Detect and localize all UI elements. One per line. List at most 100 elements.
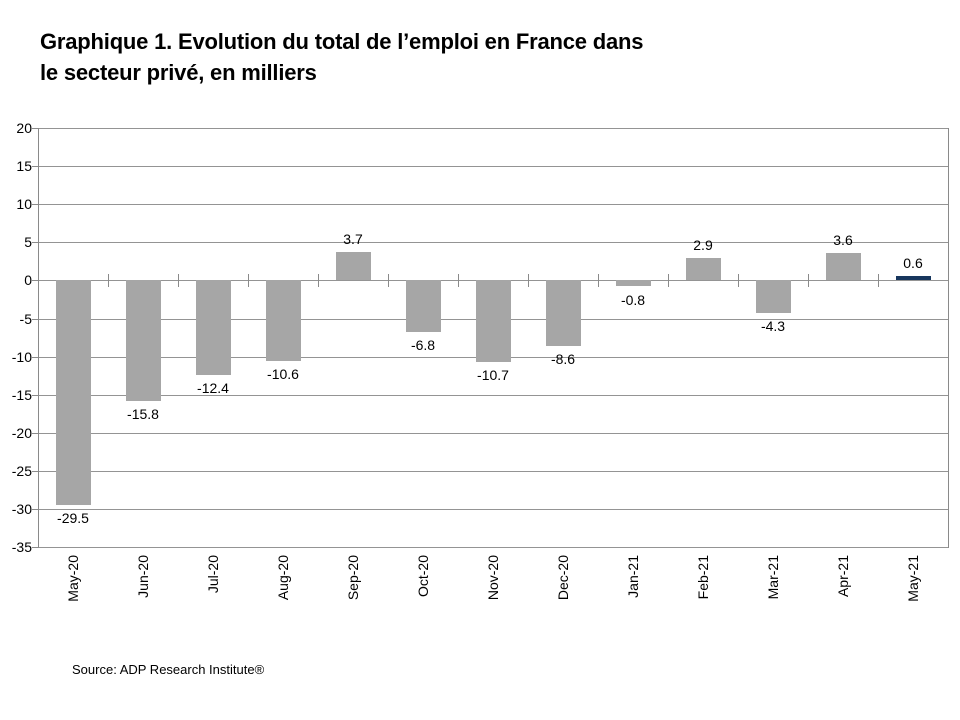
y-axis-tick (32, 128, 38, 129)
bar (125, 280, 161, 401)
y-axis-label: -15 (11, 386, 32, 403)
gridline (38, 166, 948, 168)
x-axis-label: Feb-21 (668, 555, 738, 631)
x-axis-label: Jun-20 (108, 555, 178, 631)
x-axis-tick (178, 274, 179, 288)
y-axis-tick (32, 432, 38, 434)
y-axis-tick (32, 394, 38, 396)
bar-value-label: -8.6 (550, 350, 576, 367)
bar (265, 280, 301, 362)
gridline (38, 547, 948, 548)
bar-value-label: -10.7 (477, 366, 509, 383)
x-axis-tick (738, 274, 739, 288)
bar (475, 280, 511, 362)
bar-value-label: 0.6 (903, 254, 923, 271)
y-axis-label: -5 (19, 310, 32, 327)
y-axis-tick (32, 166, 38, 168)
x-axis-label: Nov-20 (458, 555, 528, 631)
bar-value-label: 3.7 (343, 231, 363, 248)
bar (895, 275, 931, 281)
y-axis-tick (32, 204, 38, 206)
y-axis-line (38, 128, 39, 548)
y-axis-label: -20 (11, 424, 32, 441)
x-axis-tick (878, 274, 879, 288)
y-axis-tick (32, 508, 38, 510)
y-axis-label: 5 (24, 234, 32, 251)
x-axis-label: Jul-20 (178, 555, 248, 631)
x-axis-label: Mar-21 (738, 555, 808, 631)
y-axis-tick (32, 280, 38, 282)
x-axis-tick (248, 274, 249, 288)
x-axis-tick (808, 274, 809, 288)
x-axis-label-text: Oct-20 (415, 555, 431, 598)
y-axis-label: -25 (11, 462, 32, 479)
bar-value-label: -4.3 (760, 318, 786, 335)
x-axis-label: Apr-21 (808, 555, 878, 631)
y-axis-label: 0 (24, 272, 32, 289)
y-axis-label: -30 (11, 500, 32, 517)
x-axis-label-text: Aug-20 (275, 555, 291, 601)
x-axis-label: Dec-20 (528, 555, 598, 631)
bar-value-label: -29.5 (57, 510, 89, 527)
x-axis-label-text: May-20 (65, 555, 81, 602)
bar-value-label: 3.6 (833, 231, 853, 248)
bar (335, 252, 371, 281)
gridline (38, 204, 948, 206)
x-axis-label-text: Apr-21 (835, 555, 851, 598)
bar-value-label: -15.8 (127, 405, 159, 422)
x-axis-label: May-21 (878, 555, 948, 631)
bar (755, 280, 791, 314)
y-axis-label: 15 (16, 158, 32, 175)
y-axis-tick (32, 470, 38, 472)
bar-value-label: 2.9 (693, 237, 713, 254)
x-axis-tick (598, 274, 599, 288)
gridline (38, 394, 948, 396)
gridline (38, 508, 948, 510)
y-axis-tick (32, 318, 38, 320)
bar (545, 280, 581, 346)
x-axis-tick (318, 274, 319, 288)
bar (615, 280, 651, 287)
gridline (38, 128, 948, 129)
x-axis-label: Jan-21 (598, 555, 668, 631)
chart-title-line2: le secteur privé, en milliers (40, 60, 317, 86)
x-axis-label-text: Jan-21 (625, 555, 641, 598)
x-axis-tick (668, 274, 669, 288)
x-axis-label-text: Jun-20 (135, 555, 151, 598)
x-axis-label: May-20 (38, 555, 108, 631)
bar-value-label: -6.8 (410, 337, 436, 354)
x-axis-label-text: May-21 (905, 555, 921, 602)
bar-value-label: -12.4 (197, 379, 229, 396)
x-axis-label: Sep-20 (318, 555, 388, 631)
bar-value-label: -0.8 (620, 291, 646, 308)
x-axis-label-text: Feb-21 (695, 555, 711, 600)
bar (825, 252, 861, 281)
x-axis-label-text: Jul-20 (205, 555, 221, 594)
gridline (38, 432, 948, 434)
x-axis-tick (528, 274, 529, 288)
gridline (38, 470, 948, 472)
gridline (38, 242, 948, 244)
y-axis-tick (32, 356, 38, 358)
x-axis-label-text: Sep-20 (345, 555, 361, 601)
y-axis-tick (32, 547, 38, 548)
x-axis-label-text: Nov-20 (485, 555, 501, 601)
plot-right-border (948, 128, 949, 548)
y-axis-label: -35 (11, 539, 32, 555)
bar (685, 258, 721, 281)
y-axis-label: 10 (16, 196, 32, 213)
bar (195, 280, 231, 375)
chart-title-line1: Graphique 1. Evolution du total de l’emp… (40, 29, 644, 54)
bar (405, 280, 441, 333)
y-axis-label: -10 (11, 348, 32, 365)
y-axis-tick (32, 242, 38, 244)
bar-value-label: -10.6 (267, 366, 299, 383)
bar (55, 280, 91, 506)
x-axis-tick (108, 274, 109, 288)
x-axis-label-text: Mar-21 (765, 555, 781, 600)
x-axis-label: Aug-20 (248, 555, 318, 631)
source-text: Source: ADP Research Institute® (72, 662, 265, 677)
x-axis-tick (388, 274, 389, 288)
